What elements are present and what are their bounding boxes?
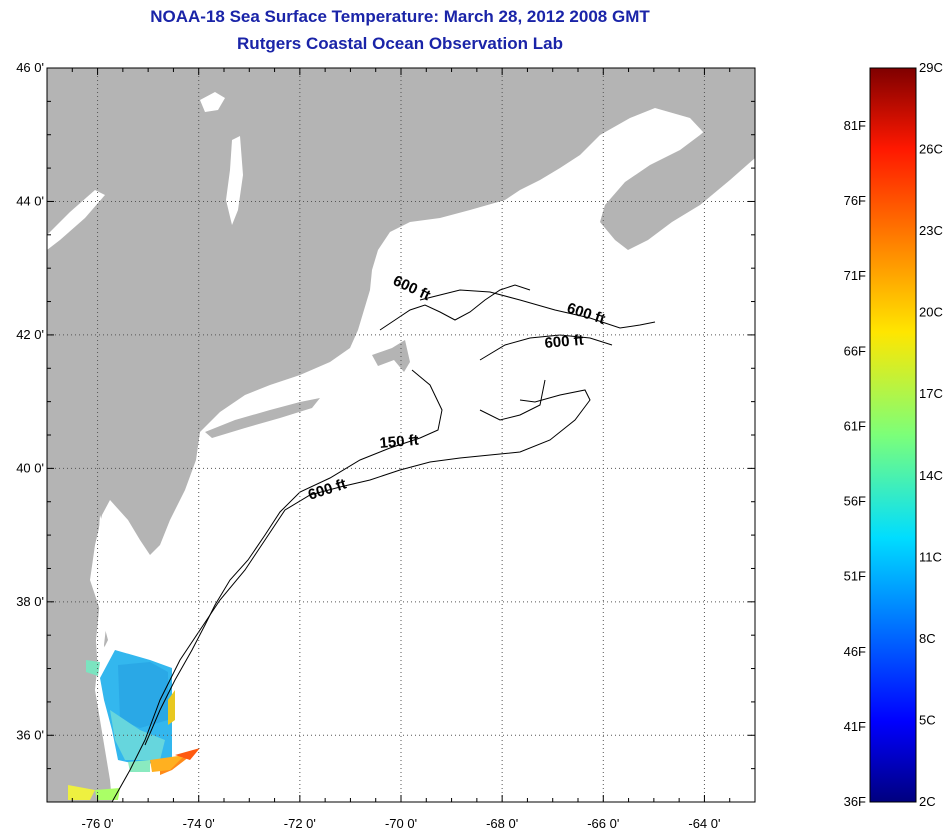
contour-600ft-shelf bbox=[111, 389, 591, 802]
land-mainland bbox=[47, 68, 755, 802]
lat-tick-label: 36 0' bbox=[16, 727, 44, 742]
colorbar-c-label: 23C bbox=[919, 223, 943, 238]
colorbar-f-label: 76F bbox=[844, 193, 866, 208]
colorbar-c-label: 5C bbox=[919, 712, 936, 727]
contour-label: 600 ft bbox=[544, 332, 585, 352]
colorbar-c-label: 17C bbox=[919, 386, 943, 401]
lat-tick-label: 40 0' bbox=[16, 460, 44, 475]
colorbar-c-label: 14C bbox=[919, 468, 943, 483]
lon-tick-label: -64 0' bbox=[688, 816, 720, 831]
colorbar-f-label: 66F bbox=[844, 343, 866, 358]
map-subtitle: Rutgers Coastal Ocean Observation Lab bbox=[237, 34, 563, 53]
lon-tick-label: -66 0' bbox=[587, 816, 619, 831]
colorbar-f-label: 36F bbox=[844, 794, 866, 809]
map-canvas: 600 ft 600 ft 600 ft 150 ft 600 ft bbox=[47, 68, 755, 802]
land-nova-scotia bbox=[600, 118, 755, 250]
colorbar-f-label: 56F bbox=[844, 494, 866, 509]
lon-tick-label: -70 0' bbox=[385, 816, 417, 831]
contour-150ft bbox=[144, 369, 443, 746]
contour-600ft-georges bbox=[479, 334, 613, 361]
lake bbox=[200, 92, 225, 112]
colorbar-f-label: 61F bbox=[844, 418, 866, 433]
map-title: NOAA-18 Sea Surface Temperature: March 2… bbox=[150, 7, 650, 26]
colorbar-celsius-labels: 29C 26C 23C 20C 17C 14C 11C 8C 5C 2C bbox=[919, 60, 943, 809]
lon-tick-label: -72 0' bbox=[284, 816, 316, 831]
contour-600ft-gulf bbox=[419, 289, 656, 329]
colorbar-c-label: 26C bbox=[919, 142, 943, 157]
axis-ticks bbox=[46, 67, 756, 803]
lake bbox=[226, 136, 243, 225]
colorbar-f-label: 41F bbox=[844, 719, 866, 734]
colorbar-f-label: 71F bbox=[844, 268, 866, 283]
bathymetry-contours bbox=[111, 284, 656, 802]
lat-axis-labels: 46 0' 44 0' 42 0' 40 0' 38 0' 36 0' bbox=[16, 60, 44, 742]
colorbar-f-label: 51F bbox=[844, 569, 866, 584]
lake bbox=[47, 190, 105, 250]
colorbar-fahrenheit-labels: 81F 76F 71F 66F 61F 56F 51F 46F 41F 36F bbox=[844, 118, 866, 809]
contour-gulf-detail bbox=[379, 284, 546, 421]
chesapeake-bay bbox=[96, 515, 112, 690]
lat-tick-label: 42 0' bbox=[16, 327, 44, 342]
colorbar-c-label: 2C bbox=[919, 794, 936, 809]
colorbar-c-label: 20C bbox=[919, 305, 943, 320]
colorbar-c-label: 8C bbox=[919, 631, 936, 646]
colorbar-f-label: 46F bbox=[844, 644, 866, 659]
colorbar bbox=[869, 67, 917, 803]
lon-tick-label: -68 0' bbox=[486, 816, 518, 831]
lon-tick-label: -76 0' bbox=[82, 816, 114, 831]
land-long-island bbox=[205, 398, 320, 438]
colorbar-c-label: 29C bbox=[919, 60, 943, 75]
colorbar-c-label: 11C bbox=[919, 549, 942, 564]
colorbar-f-label: 81F bbox=[844, 118, 866, 133]
lat-tick-label: 46 0' bbox=[16, 60, 44, 75]
lon-axis-labels: -76 0' -74 0' -72 0' -70 0' -68 0' -66 0' -64 … bbox=[82, 816, 721, 831]
contour-label: 150 ft bbox=[379, 432, 420, 452]
sst-swath bbox=[68, 650, 200, 800]
lat-tick-label: 38 0' bbox=[16, 594, 44, 609]
lat-tick-label: 44 0' bbox=[16, 193, 44, 208]
lon-tick-label: -74 0' bbox=[183, 816, 215, 831]
